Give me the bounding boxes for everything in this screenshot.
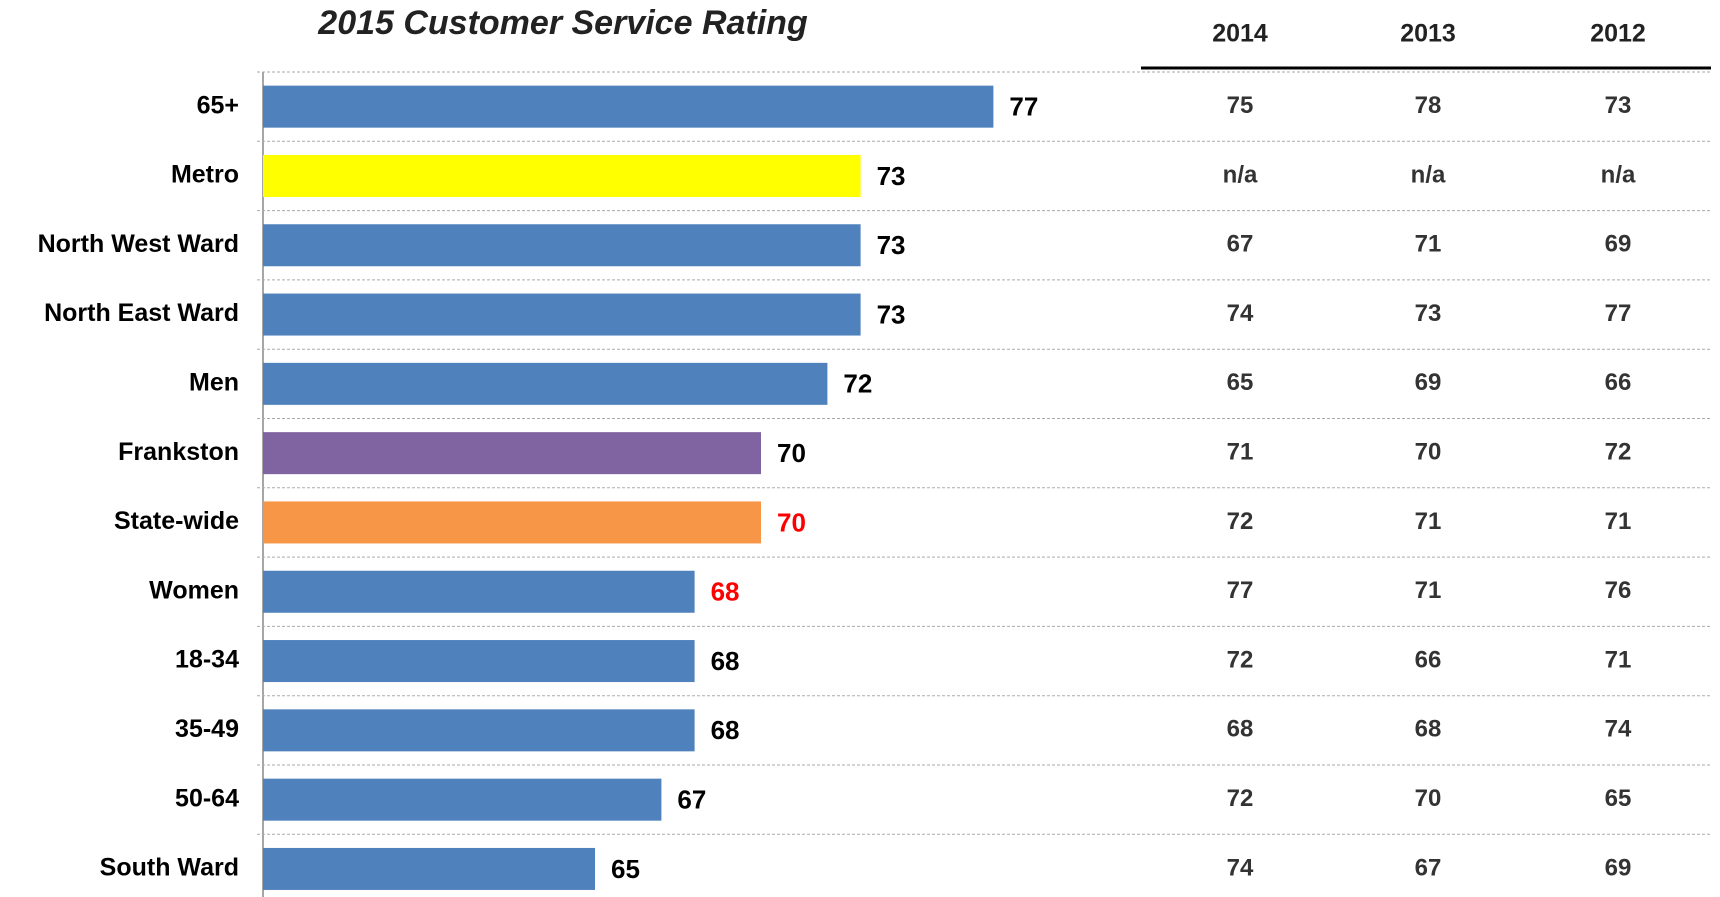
value-label: 65 [611,854,640,884]
category-label: 50-64 [175,784,239,812]
category-label: Metro [171,161,239,189]
category-label: South Ward [100,854,239,882]
table-cell: 78 [1415,92,1442,119]
bar [263,154,861,197]
table-cell: 74 [1605,716,1632,743]
value-label: 72 [843,369,872,399]
category-label: 18-34 [175,646,239,674]
category-label: Frankston [118,438,239,466]
category-label: 35-49 [175,715,239,743]
bar [263,778,662,821]
table-cell: 71 [1415,508,1442,535]
category-label: North West Ward [38,230,239,258]
table-cell: 69 [1415,369,1442,396]
table-cell: 65 [1605,785,1632,812]
table-cell: 73 [1605,92,1632,119]
table-cell: n/a [1601,161,1636,188]
bar [263,501,761,544]
table-cell: 69 [1605,854,1632,881]
table-cell: 72 [1227,508,1254,535]
category-label: Women [149,576,239,604]
category-label: North East Ward [44,299,239,327]
table-cell: 73 [1415,300,1442,327]
bar [263,432,761,475]
value-label: 70 [777,507,806,537]
table-cell: 71 [1415,577,1442,604]
table-cell: 66 [1605,369,1632,396]
table-header: 2012 [1590,20,1646,48]
table-cell: 71 [1227,438,1254,465]
value-label: 68 [711,646,740,676]
chart-title: 2015 Customer Service Rating [317,4,808,42]
value-label: 68 [711,715,740,745]
value-label: 73 [877,230,906,260]
table-cell: 68 [1227,716,1254,743]
table-cell: 74 [1227,854,1254,881]
value-label: 68 [711,577,740,607]
table-cell: 71 [1605,646,1632,673]
table-cell: 76 [1605,577,1632,604]
bar [263,709,695,752]
table-cell: 75 [1227,92,1254,119]
bar [263,293,861,336]
value-label: 77 [1009,92,1038,122]
value-label: 67 [677,785,706,815]
bar [263,847,595,890]
table-cell: 72 [1605,438,1632,465]
category-label: State-wide [114,507,239,535]
table-cell: 68 [1415,716,1442,743]
table-cell: n/a [1411,161,1446,188]
table-cell: 72 [1227,646,1254,673]
table-cell: 74 [1227,300,1254,327]
value-label: 73 [877,299,906,329]
bar [263,85,994,128]
bar [263,224,861,267]
table-cell: 66 [1415,646,1442,673]
table-cell: 71 [1605,508,1632,535]
bar [263,640,695,683]
table-cell: n/a [1223,161,1258,188]
bar [263,570,695,613]
table-cell: 72 [1227,785,1254,812]
table-cell: 65 [1227,369,1254,396]
table-cell: 67 [1227,231,1254,258]
table-cell: 67 [1415,854,1442,881]
category-label: 65+ [197,91,239,119]
table-header: 2014 [1212,20,1268,48]
table-header: 2013 [1400,20,1456,48]
table-cell: 70 [1415,438,1442,465]
table-cell: 71 [1415,231,1442,258]
table-cell: 77 [1605,300,1632,327]
table-cell: 70 [1415,785,1442,812]
category-label: Men [189,368,239,396]
table-cell: 69 [1605,231,1632,258]
table-cell: 77 [1227,577,1254,604]
value-label: 73 [877,161,906,191]
value-label: 70 [777,438,806,468]
bar [263,362,828,405]
